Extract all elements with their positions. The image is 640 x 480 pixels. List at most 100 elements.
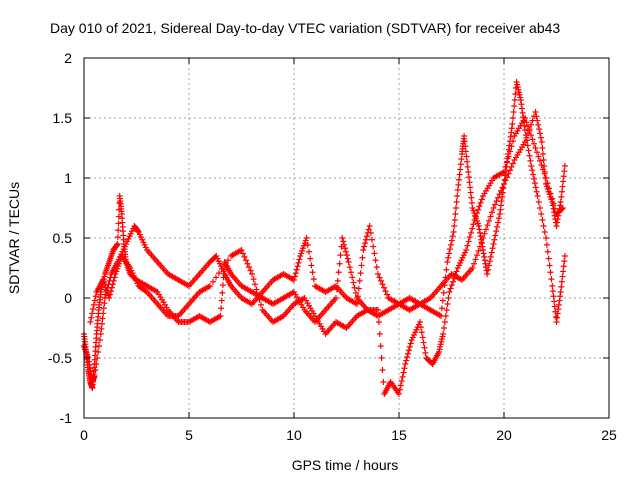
data-point-track-c [476, 203, 483, 210]
data-point-track-b [97, 331, 104, 337]
data-point-track-a [336, 260, 343, 267]
data-point-track-c [216, 270, 222, 277]
data-point-track-b [369, 236, 375, 243]
data-point-track-c [405, 350, 411, 357]
data-point-track-a [449, 233, 456, 240]
data-point-track-a [550, 293, 557, 300]
data-point-track-a [489, 245, 496, 252]
data-point-track-c [256, 296, 263, 303]
data-point-track-c [91, 297, 98, 304]
data-point-track-c [406, 343, 413, 350]
data-point-track-b [96, 337, 103, 343]
data-point-track-a [534, 193, 541, 199]
data-point-track-c [243, 257, 249, 264]
data-point-track-b [557, 199, 564, 205]
data-point-track-c [378, 355, 385, 361]
data-point-track-b [540, 151, 546, 157]
x-tick-label: 15 [391, 427, 407, 443]
data-point-track-c [401, 365, 408, 372]
data-point-track-b [480, 235, 486, 241]
data-point-track-b [478, 239, 485, 246]
data-point-track-a [462, 148, 469, 155]
data-point-track-a [510, 109, 517, 115]
data-point-track-c [470, 221, 477, 228]
y-tick-label: -0.5 [48, 350, 72, 366]
data-point-track-a [549, 283, 556, 289]
data-point-track-a [525, 147, 532, 154]
data-point-track-c [552, 205, 558, 212]
data-point-track-a [552, 313, 559, 320]
data-point-track-b [537, 130, 543, 137]
data-point-track-b [541, 163, 548, 169]
data-point-track-a [337, 252, 344, 259]
y-tick-label: 0 [64, 290, 72, 306]
data-point-track-c [107, 291, 114, 298]
data-point-track-c [418, 329, 425, 336]
data-point-track-b [357, 270, 364, 277]
data-point-track-b [558, 188, 565, 195]
data-point-track-b [539, 145, 546, 151]
data-point-track-a [461, 133, 468, 139]
data-point-track-c [550, 200, 557, 207]
data-point-track-a [528, 163, 535, 169]
data-point-track-c [522, 115, 528, 121]
data-point-track-c [241, 253, 248, 260]
data-point-track-a [452, 211, 459, 217]
data-point-track-c [474, 210, 480, 217]
data-point-track-a [453, 205, 459, 211]
data-point-track-c [465, 238, 472, 245]
data-point-track-c [419, 334, 426, 341]
data-point-track-a [509, 121, 516, 127]
data-point-track-b [307, 255, 314, 262]
data-point-track-a [537, 205, 543, 211]
data-point-track-b [93, 361, 100, 367]
data-point-track-a [540, 223, 547, 229]
data-point-track-b [471, 260, 477, 267]
data-point-track-c [450, 278, 456, 285]
data-point-track-a [344, 255, 351, 262]
data-point-track-b [493, 198, 500, 205]
data-point-track-b [558, 193, 565, 200]
data-point-track-b [475, 247, 482, 254]
data-point-track-a [530, 171, 537, 178]
data-point-track-c [451, 275, 458, 282]
data-point-track-b [496, 191, 503, 198]
data-point-track-b [366, 223, 373, 229]
data-point-track-a [561, 253, 568, 259]
data-point-track-c [446, 289, 453, 295]
data-point-track-b [363, 236, 369, 243]
data-point-track-c [405, 347, 412, 354]
data-point-track-c [422, 349, 429, 356]
data-point-track-c [453, 268, 460, 275]
data-point-track-b [508, 163, 515, 170]
data-point-track-b [535, 121, 542, 128]
data-point-track-a [465, 174, 472, 181]
data-point-track-c [466, 234, 473, 241]
data-points-layer [81, 79, 568, 397]
data-point-track-b [370, 243, 377, 250]
data-point-track-c [399, 373, 406, 380]
data-point-track-a [115, 227, 122, 234]
data-point-track-a [524, 142, 531, 149]
data-point-track-c [525, 123, 531, 130]
data-point-track-a [458, 156, 465, 163]
data-point-track-a [348, 269, 354, 276]
data-point-track-b [365, 226, 372, 233]
data-point-track-c [544, 180, 551, 187]
data-point-track-c [396, 391, 402, 397]
data-point-track-a [456, 176, 462, 183]
data-point-track-c [502, 163, 509, 170]
data-point-track-c [210, 278, 216, 285]
data-point-track-c [507, 148, 513, 155]
data-point-track-a [488, 249, 495, 256]
data-point-track-c [225, 257, 231, 264]
data-point-track-c [537, 157, 543, 164]
data-point-track-a [486, 258, 493, 265]
data-point-track-c [441, 319, 448, 325]
data-point-track-a [519, 109, 526, 116]
data-point-track-a [555, 306, 562, 313]
data-point-track-a [454, 187, 461, 193]
data-point-track-a [468, 194, 475, 201]
data-point-track-a [448, 237, 455, 244]
data-point-track-c [464, 242, 471, 249]
